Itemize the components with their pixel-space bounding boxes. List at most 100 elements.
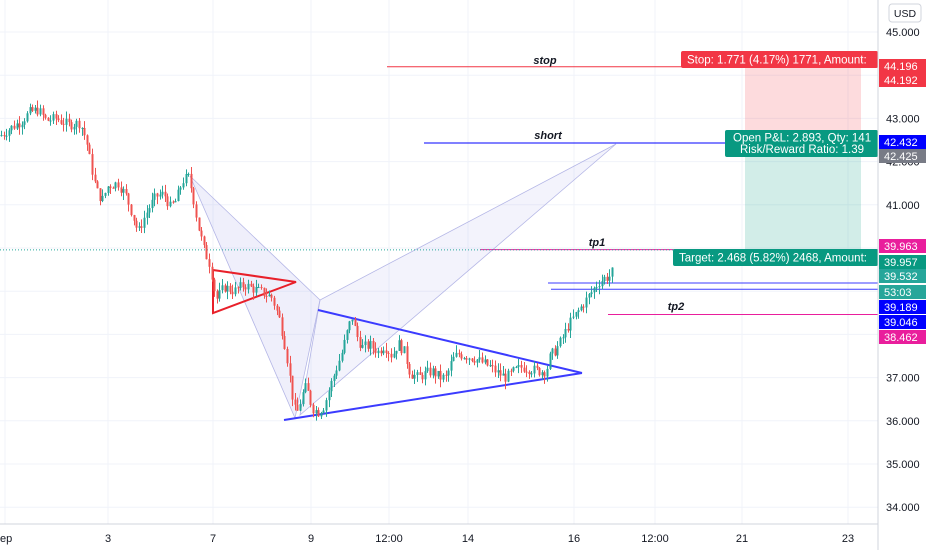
price-label: 39.046 <box>879 315 926 329</box>
price-label: 44.192 <box>879 73 926 87</box>
candle-body <box>13 125 16 129</box>
candle-body <box>458 352 461 355</box>
red-pennant[interactable] <box>212 268 297 315</box>
candle-body <box>572 316 575 318</box>
price-label: 53:03 <box>879 285 926 299</box>
candle-body <box>296 404 299 411</box>
candle-body <box>302 392 305 405</box>
candle-body <box>159 194 162 197</box>
candle-body <box>304 383 307 393</box>
candle-body <box>218 290 221 299</box>
triangle-upper-line[interactable] <box>317 309 583 374</box>
candle-body <box>260 287 263 289</box>
currency-label: USD <box>894 8 917 20</box>
note-stop[interactable]: stop <box>533 55 557 67</box>
candle-body <box>120 187 123 193</box>
target-box-text: Target: 2.468 (5.82%) 2468, Amount: <box>679 253 867 265</box>
candle-body <box>523 367 526 372</box>
note-short[interactable]: short <box>534 130 563 142</box>
candle-body <box>447 370 450 376</box>
candle-body <box>608 276 611 281</box>
candle-body <box>179 187 182 190</box>
stop-box[interactable] <box>681 51 878 68</box>
currency-button[interactable]: USD <box>888 3 922 23</box>
candle-body <box>320 412 323 417</box>
candle-body <box>432 368 435 376</box>
price-label-text: 42.432 <box>884 137 918 149</box>
candle-body <box>252 286 255 293</box>
candle-body <box>549 353 552 369</box>
note-tp2[interactable]: tp2 <box>668 301 685 313</box>
price-label: 38.462 <box>879 330 926 344</box>
candle-body <box>499 370 502 376</box>
candle-body <box>582 306 585 308</box>
candle-body <box>530 373 533 375</box>
candle-body <box>257 287 260 289</box>
candle-body <box>174 201 177 203</box>
candle-body <box>395 350 398 354</box>
price-label-bg <box>879 135 926 149</box>
candle-body <box>312 404 315 414</box>
candle-body <box>343 339 346 353</box>
stop-box-text: Stop: 1.771 (4.17%) 1771, Amount: <box>687 55 867 67</box>
x-tick-label: 14 <box>462 533 474 545</box>
candle-body <box>411 374 414 379</box>
candle-body <box>603 276 606 282</box>
position-zones <box>745 66 861 250</box>
candle-body <box>224 285 227 292</box>
price-label-bg <box>879 255 926 269</box>
candle-body <box>244 287 247 290</box>
candle-body <box>8 130 11 136</box>
candle-body <box>47 117 50 121</box>
triangle-lower-line[interactable] <box>283 372 583 421</box>
candle-body <box>299 404 302 411</box>
candle-body <box>65 118 68 125</box>
candle-body <box>361 345 364 348</box>
candle-body <box>354 319 357 326</box>
price-label-text: 39.957 <box>884 257 918 269</box>
candle-body <box>36 107 39 115</box>
candle-body <box>203 236 206 246</box>
candle-body <box>515 366 518 368</box>
candle-body <box>161 191 164 195</box>
candle-body <box>538 367 541 376</box>
candle-body <box>195 204 198 218</box>
candle-body <box>520 365 523 368</box>
price-label-text: 39.046 <box>884 317 918 329</box>
candle-body <box>569 317 572 331</box>
candle-body <box>491 365 494 367</box>
price-label-text: 39.963 <box>884 241 918 253</box>
note-tp1[interactable]: tp1 <box>589 237 606 249</box>
candle-body <box>611 267 614 277</box>
target-box[interactable] <box>673 249 878 266</box>
pnl-box[interactable] <box>725 130 878 157</box>
candle-body <box>185 174 188 184</box>
candle-body <box>601 281 604 287</box>
candle-body <box>182 183 185 188</box>
candle-body <box>68 118 71 123</box>
candle-body <box>556 346 559 356</box>
candle-body <box>408 363 411 375</box>
candle-body <box>265 295 268 297</box>
candle-body <box>10 125 13 131</box>
candle-body <box>551 348 554 354</box>
candle-body <box>226 285 229 292</box>
candle-body <box>229 285 232 292</box>
position-boxes[interactable]: Stop: 1.771 (4.17%) 1771, Amount: Open P… <box>673 51 878 266</box>
candle-body <box>273 297 276 306</box>
candle-body <box>307 383 310 391</box>
candle-body <box>377 350 380 354</box>
candle-body <box>476 359 479 363</box>
candle-body <box>283 335 286 349</box>
y-tick-label: 41.000 <box>886 200 920 212</box>
candle-body <box>473 361 476 363</box>
candle-body <box>21 124 24 128</box>
price-label-text: 42.425 <box>884 151 918 163</box>
candle-body <box>263 287 266 296</box>
y-tick-label: 36.000 <box>886 416 920 428</box>
candle-body <box>26 113 29 122</box>
candle-body <box>380 350 383 354</box>
candle-body <box>198 217 201 231</box>
harmonic-bcd[interactable] <box>299 143 617 417</box>
